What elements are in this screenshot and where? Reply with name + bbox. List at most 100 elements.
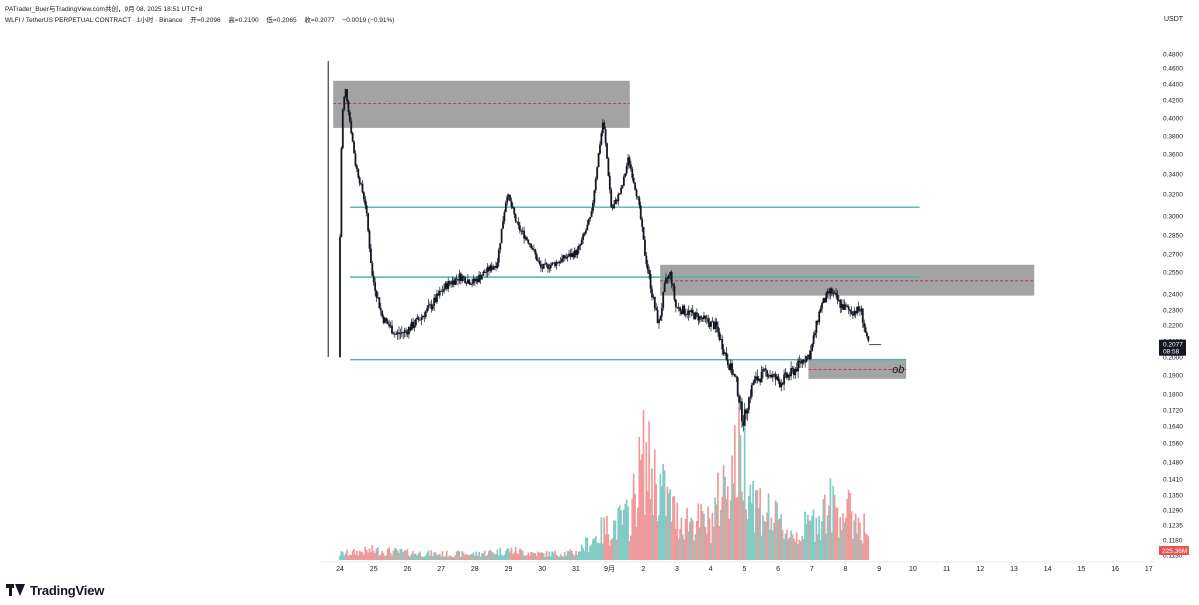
- candle-body: [417, 317, 420, 320]
- price-tick-label: 0.4600: [1163, 66, 1183, 73]
- candle-body: [466, 279, 469, 284]
- price-axis: 0.4800 0.4600 0.4400 0.4200 0.4000 0.3800 0.36…: [1159, 52, 1189, 560]
- candle-body: [662, 292, 665, 308]
- candle-body: [367, 213, 370, 231]
- time-tick-label: 11: [943, 566, 950, 573]
- candle-body: [533, 249, 535, 251]
- volume-bar: [511, 554, 514, 560]
- volume-bar: [561, 555, 563, 560]
- candle-body: [475, 278, 478, 282]
- candle-body: [622, 176, 625, 186]
- last-price-countdown: 08:58: [1163, 349, 1180, 356]
- volume-bar: [814, 541, 816, 560]
- candle-body: [339, 237, 341, 357]
- last-price-value: 0.2077: [1163, 342, 1183, 349]
- volume-bar: [603, 517, 605, 560]
- volume-bar: [808, 520, 811, 560]
- price-tick-label: 0.1180: [1163, 538, 1183, 545]
- candle-body: [368, 230, 371, 249]
- price-tick-label: 0.3600: [1163, 152, 1183, 159]
- price-tick-label: 0.3000: [1163, 214, 1183, 221]
- volume-bar: [405, 550, 407, 560]
- candle-body: [469, 284, 472, 285]
- volume-bar: [586, 537, 589, 560]
- candle-body: [628, 157, 631, 165]
- candle-body: [811, 343, 814, 351]
- candle-body: [354, 153, 357, 166]
- candle-body: [452, 280, 455, 285]
- candle-body: [686, 314, 689, 316]
- price-tick-label: 0.3400: [1163, 172, 1183, 179]
- volume-bar: [360, 551, 362, 560]
- volume-bar: [631, 498, 634, 560]
- candle-body: [490, 265, 493, 270]
- candle-body: [711, 321, 714, 323]
- volume-bar: [367, 552, 369, 560]
- candle-body: [694, 312, 697, 320]
- volume-bar: [859, 522, 861, 560]
- volume-bar: [863, 513, 865, 560]
- volume-bar: [395, 548, 398, 560]
- volume-bar: [478, 551, 480, 560]
- volume-bar: [447, 557, 450, 560]
- candle-body: [776, 376, 778, 380]
- candle-body: [540, 263, 542, 268]
- candle-body: [717, 326, 719, 333]
- volume-bar: [488, 550, 490, 560]
- price-tick-label: 0.1480: [1163, 460, 1183, 467]
- volume-bar: [759, 488, 761, 560]
- volume-bar: [691, 520, 694, 560]
- volume-bar: [599, 543, 601, 560]
- candle-body: [780, 383, 783, 388]
- volume-bar: [406, 548, 409, 560]
- candle-body: [637, 196, 639, 198]
- candle-body: [819, 308, 822, 312]
- volume-bar: [755, 489, 757, 560]
- candle-body: [521, 230, 524, 232]
- candle-body: [805, 356, 808, 362]
- candle-body: [850, 311, 853, 314]
- volume-bar: [652, 515, 655, 560]
- supply-demand-zone: [660, 264, 1035, 296]
- candle-body: [722, 349, 725, 355]
- candle-body: [618, 193, 621, 195]
- candle-body: [785, 372, 788, 378]
- candle-body: [424, 311, 427, 317]
- candle-body: [587, 219, 590, 225]
- price-tick-label: 0.3800: [1163, 134, 1183, 141]
- price-tick-label: 0.2000: [1163, 355, 1183, 362]
- candle-body: [357, 168, 360, 178]
- candle-body: [426, 308, 429, 312]
- candle-body: [377, 297, 379, 299]
- volume-bar: [642, 410, 645, 560]
- candle-body: [788, 374, 791, 377]
- volume-bar: [410, 553, 413, 560]
- volume-bar: [444, 555, 447, 560]
- currency-label[interactable]: USDT: [1164, 16, 1184, 23]
- candle-body: [648, 269, 651, 274]
- candle-body: [794, 368, 797, 376]
- candle-body: [364, 199, 367, 206]
- candle-body: [441, 291, 444, 292]
- candle-body: [656, 309, 659, 323]
- volume-bar: [364, 546, 367, 560]
- volume-bar: [392, 550, 395, 560]
- volume-bar: [839, 517, 842, 560]
- candle-body: [565, 257, 568, 259]
- volume-bar: [663, 470, 666, 560]
- candle-body: [420, 317, 423, 320]
- candle-body: [790, 368, 792, 377]
- volume-bar: [811, 515, 813, 560]
- candle-body: [784, 372, 787, 375]
- symbol-name[interactable]: WLFI / TetherUS PERPETUAL CONTRACT · 1小时…: [5, 17, 183, 24]
- candle-body: [486, 266, 489, 272]
- tradingview-logo[interactable]: TradingView: [6, 583, 104, 598]
- volume-bar: [649, 499, 652, 560]
- candle-body: [402, 332, 405, 334]
- volume-bar: [764, 521, 767, 560]
- volume-bar: [391, 555, 393, 560]
- volume-bar: [534, 553, 537, 560]
- volume-bar: [424, 555, 427, 560]
- candle-body: [575, 250, 577, 256]
